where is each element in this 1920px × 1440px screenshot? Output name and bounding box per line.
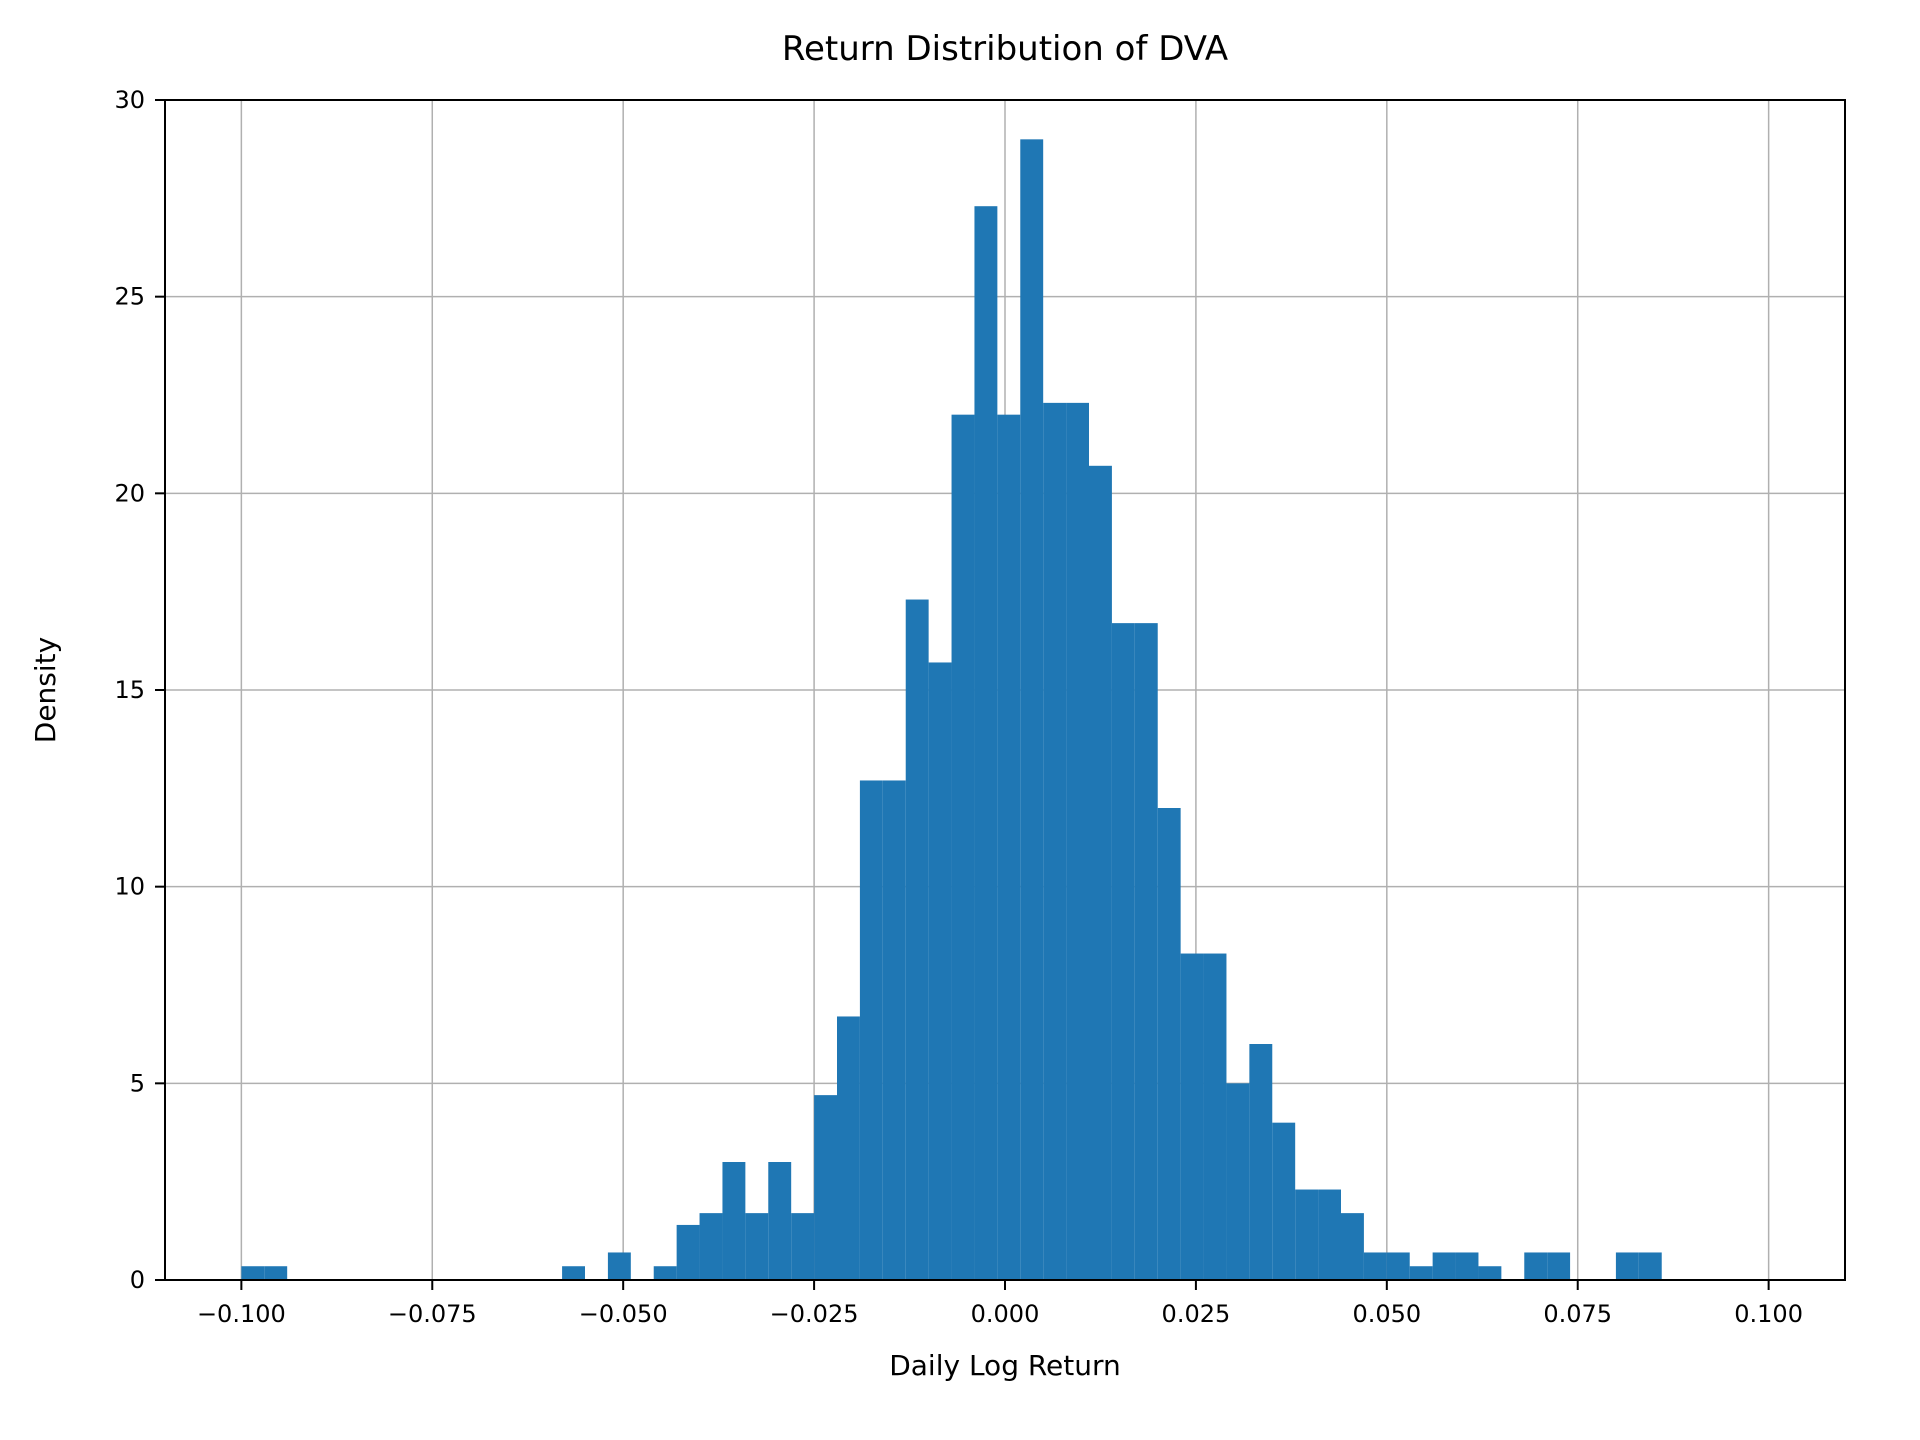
- svg-text:30: 30: [114, 86, 145, 114]
- svg-text:0.050: 0.050: [1352, 1300, 1421, 1328]
- svg-text:20: 20: [114, 479, 145, 507]
- svg-text:−0.075: −0.075: [388, 1300, 477, 1328]
- svg-text:0: 0: [130, 1266, 145, 1294]
- svg-text:−0.025: −0.025: [770, 1300, 859, 1328]
- svg-text:0.075: 0.075: [1543, 1300, 1612, 1328]
- histogram-chart: −0.100 −0.075 −0.050 −0.025 0.000 0.025 0.050 0…: [0, 0, 1920, 1440]
- svg-text:Return Distribution of DVA: Return Distribution of DVA: [782, 29, 1228, 69]
- svg-text:0.100: 0.100: [1734, 1300, 1803, 1328]
- chart-container: −0.100 −0.075 −0.050 −0.025 0.000 0.025 0.050 0…: [0, 0, 1920, 1440]
- svg-text:0.000: 0.000: [971, 1300, 1040, 1328]
- svg-text:0.025: 0.025: [1162, 1300, 1231, 1328]
- svg-text:15: 15: [114, 676, 145, 704]
- svg-text:−0.100: −0.100: [197, 1300, 286, 1328]
- svg-text:Daily Log Return: Daily Log Return: [889, 1349, 1121, 1382]
- svg-text:5: 5: [130, 1069, 145, 1097]
- svg-text:−0.050: −0.050: [579, 1300, 668, 1328]
- svg-text:25: 25: [114, 283, 145, 311]
- svg-text:10: 10: [114, 873, 145, 901]
- svg-text:Density: Density: [29, 637, 62, 743]
